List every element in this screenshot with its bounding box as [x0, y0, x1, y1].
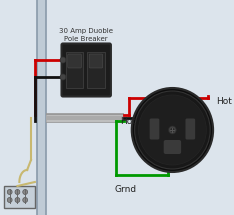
Circle shape [171, 128, 174, 132]
FancyBboxPatch shape [164, 140, 181, 154]
Circle shape [60, 57, 66, 63]
Text: Hot: Hot [120, 118, 136, 126]
FancyBboxPatch shape [68, 54, 81, 68]
Text: Pole Breaker: Pole Breaker [64, 36, 108, 42]
Circle shape [7, 189, 12, 195]
Circle shape [15, 189, 20, 195]
FancyBboxPatch shape [66, 52, 83, 88]
FancyBboxPatch shape [89, 54, 103, 68]
FancyBboxPatch shape [37, 0, 46, 215]
Circle shape [15, 198, 20, 203]
Circle shape [60, 74, 66, 80]
FancyBboxPatch shape [4, 186, 35, 208]
FancyBboxPatch shape [186, 118, 195, 140]
Circle shape [23, 189, 28, 195]
FancyBboxPatch shape [150, 118, 159, 140]
Circle shape [135, 91, 210, 169]
FancyBboxPatch shape [87, 52, 105, 88]
Circle shape [23, 198, 28, 203]
Circle shape [168, 126, 176, 134]
Circle shape [7, 198, 12, 203]
Text: Grnd: Grnd [115, 185, 137, 194]
Circle shape [139, 95, 206, 165]
Text: 30 Amp Duoble: 30 Amp Duoble [59, 28, 113, 34]
Circle shape [132, 88, 213, 172]
FancyBboxPatch shape [62, 43, 111, 97]
Text: Hot: Hot [216, 97, 232, 106]
